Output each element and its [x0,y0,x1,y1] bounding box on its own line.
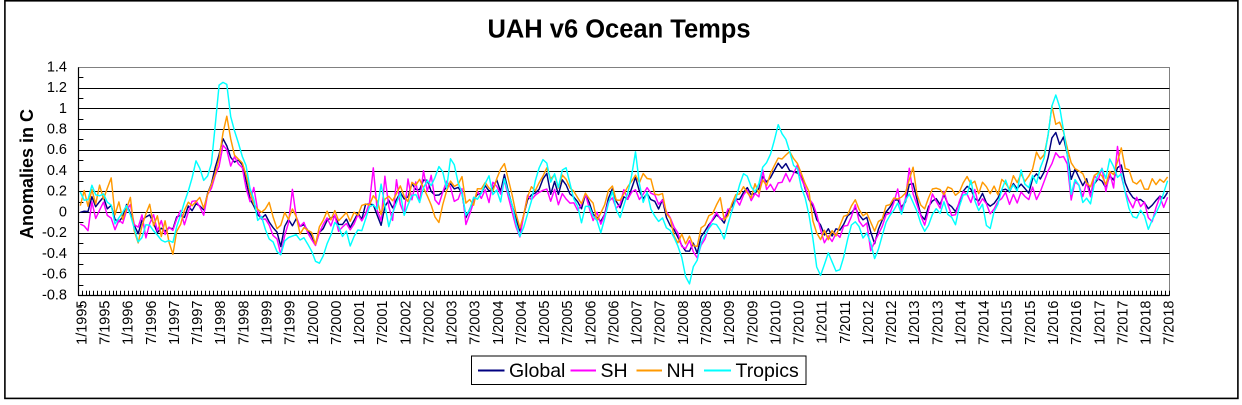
svg-text:7/1999: 7/1999 [283,301,299,345]
svg-text:1.2: 1.2 [47,80,67,96]
svg-text:7/1996: 7/1996 [144,301,160,345]
svg-text:0.8: 0.8 [47,122,67,138]
svg-text:1/1999: 1/1999 [260,301,276,345]
svg-text:1/2017: 1/2017 [1092,301,1108,345]
svg-text:1: 1 [59,101,67,117]
svg-text:UAH v6 Ocean Temps: UAH v6 Ocean Temps [487,15,750,43]
svg-text:1/2018: 1/2018 [1139,301,1155,345]
svg-text:7/2003: 7/2003 [468,301,484,345]
svg-text:1/2009: 1/2009 [722,301,738,345]
svg-text:7/1995: 7/1995 [98,301,114,345]
svg-text:7/1997: 7/1997 [190,301,206,345]
svg-text:1/1996: 1/1996 [121,301,137,345]
svg-text:-0.8: -0.8 [42,287,67,303]
svg-text:7/2018: 7/2018 [1162,301,1178,345]
svg-text:1/1997: 1/1997 [167,301,183,345]
svg-text:7/2015: 7/2015 [1023,301,1039,345]
svg-text:1/2013: 1/2013 [907,301,923,345]
svg-text:7/2004: 7/2004 [514,301,530,345]
svg-text:1/1998: 1/1998 [213,301,229,345]
svg-text:1/2014: 1/2014 [954,301,970,345]
svg-text:0.6: 0.6 [47,142,67,158]
svg-text:1/2011: 1/2011 [815,301,831,344]
svg-text:7/2016: 7/2016 [1069,301,1085,345]
svg-text:NH: NH [667,360,695,382]
svg-text:7/2002: 7/2002 [421,301,437,345]
svg-text:1/2006: 1/2006 [583,301,599,345]
svg-text:0.2: 0.2 [47,184,67,200]
svg-text:1/2010: 1/2010 [768,301,784,345]
svg-text:7/2017: 7/2017 [1115,301,1131,345]
svg-text:1/2004: 1/2004 [491,301,507,345]
svg-text:1/2005: 1/2005 [537,301,553,345]
svg-text:-0.4: -0.4 [42,246,67,262]
svg-text:7/2006: 7/2006 [607,301,623,345]
svg-text:1/2015: 1/2015 [1000,300,1016,344]
svg-text:7/2014: 7/2014 [977,301,993,345]
svg-text:1/2003: 1/2003 [445,301,461,345]
svg-text:7/2013: 7/2013 [930,301,946,345]
svg-text:7/1998: 7/1998 [236,301,252,345]
svg-text:1/1995: 1/1995 [74,301,90,345]
svg-text:7/2005: 7/2005 [560,301,576,345]
svg-text:1/2016: 1/2016 [1046,301,1062,345]
svg-text:7/2009: 7/2009 [745,301,761,345]
svg-text:0.4: 0.4 [47,163,67,179]
svg-text:7/2011: 7/2011 [838,301,854,344]
svg-text:Global: Global [509,360,565,382]
svg-text:7/2007: 7/2007 [653,301,669,345]
svg-text:Tropics: Tropics [736,360,799,382]
svg-text:Anomalies in C: Anomalies in C [17,109,37,239]
svg-text:1/2007: 1/2007 [630,301,646,345]
svg-text:7/2000: 7/2000 [329,301,345,345]
svg-text:1/2012: 1/2012 [861,301,877,345]
svg-text:7/2008: 7/2008 [699,301,715,345]
svg-text:-0.6: -0.6 [42,267,67,283]
svg-text:SH: SH [601,360,628,382]
svg-text:1/2001: 1/2001 [352,301,368,345]
svg-text:-0.2: -0.2 [42,225,67,241]
svg-text:7/2001: 7/2001 [375,301,391,345]
svg-text:1/2008: 1/2008 [676,301,692,345]
svg-text:0: 0 [59,204,67,220]
svg-text:1/2000: 1/2000 [306,301,322,345]
svg-text:7/2012: 7/2012 [884,301,900,345]
svg-text:7/2010: 7/2010 [792,301,808,345]
svg-text:1/2002: 1/2002 [398,301,414,345]
svg-text:1.4: 1.4 [47,59,67,75]
